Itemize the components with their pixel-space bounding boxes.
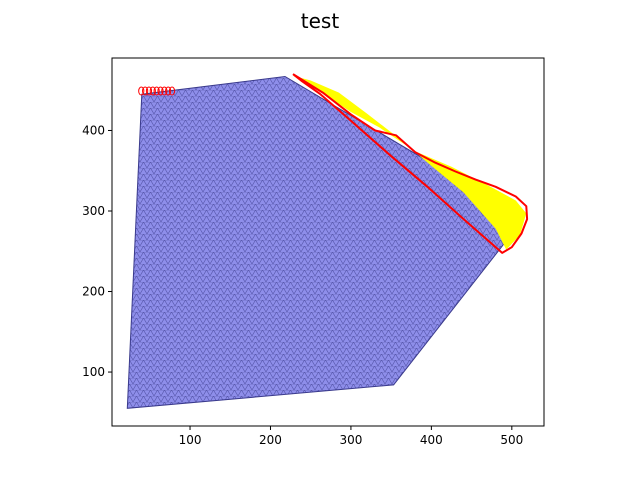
axes-frame [111,57,545,427]
red-cluster-mark [145,86,153,96]
red-cluster-mark [157,86,164,96]
red-cluster-mark [165,86,172,96]
y-tick-label: 200 [82,285,105,299]
x-tick-label: 300 [339,433,362,447]
red-boundary-line [292,73,529,254]
chart-title: test [301,9,340,33]
y-tick-label: 100 [82,365,105,379]
x-tick-label: 100 [179,433,202,447]
y-tick-label: 400 [82,123,105,137]
y-tick-label: 300 [82,204,105,218]
red-cluster-mark [149,86,156,96]
x-tick-label: 500 [500,433,523,447]
mesh-polygon [126,75,523,409]
red-cluster-mark [142,86,149,96]
red-cluster-mark [168,86,176,96]
x-tick-label: 200 [259,433,282,447]
plot-marks [126,73,529,409]
red-cluster-mark [153,86,160,96]
red-cluster-mark [138,86,145,96]
x-tick-label: 400 [420,433,443,447]
red-cluster-mark [161,86,168,96]
plot-area [126,73,529,409]
axis-ticks: 100 200 300 400 500 100 200 300 400 [82,123,523,447]
yellow-band [293,75,527,250]
